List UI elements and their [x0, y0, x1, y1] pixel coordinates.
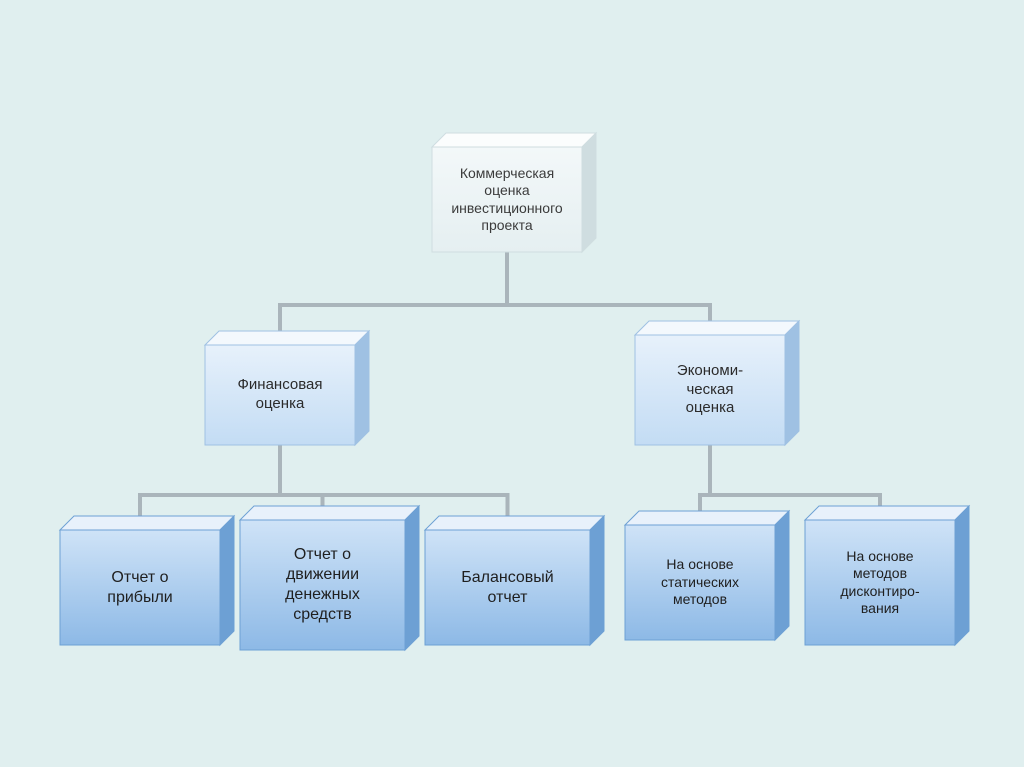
node-label-fin: Финансовая оценка: [234, 372, 327, 418]
diagram-canvas: Коммерческая оценка инвестиционного прое…: [0, 0, 1024, 767]
node-label-l3: Балансовый отчет: [457, 564, 557, 612]
node-l1: Отчет о прибыли: [60, 530, 220, 645]
node-label-r1: На основе статических методов: [657, 552, 743, 613]
node-l2: Отчет о движении денежных средств: [240, 520, 405, 650]
node-l3: Балансовый отчет: [425, 530, 590, 645]
node-econ: Экономи- ческая оценка: [635, 335, 785, 445]
node-label-root: Коммерческая оценка инвестиционного прое…: [447, 161, 566, 239]
node-fin: Финансовая оценка: [205, 345, 355, 445]
node-r1: На основе статических методов: [625, 525, 775, 640]
node-label-econ: Экономи- ческая оценка: [673, 358, 747, 422]
connector-layer: [0, 0, 1024, 767]
node-label-r2: На основе методов дисконтиро- вания: [836, 544, 923, 622]
node-label-l2: Отчет о движении денежных средств: [281, 541, 364, 629]
node-r2: На основе методов дисконтиро- вания: [805, 520, 955, 645]
node-root: Коммерческая оценка инвестиционного прое…: [432, 147, 582, 252]
node-label-l1: Отчет о прибыли: [103, 564, 176, 612]
